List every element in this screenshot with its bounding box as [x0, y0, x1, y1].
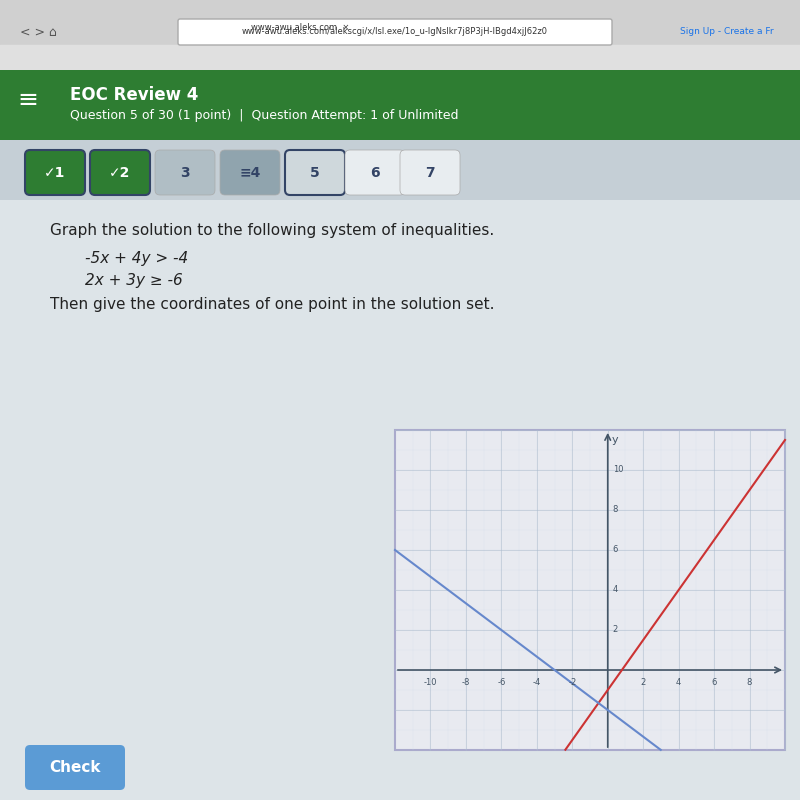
Text: Sign Up - Create a Fr: Sign Up - Create a Fr	[680, 27, 774, 37]
Text: -2: -2	[568, 678, 576, 687]
Text: 6: 6	[613, 546, 618, 554]
FancyBboxPatch shape	[285, 150, 345, 195]
Text: ≡: ≡	[18, 88, 38, 112]
Text: EOC Review 4: EOC Review 4	[70, 86, 198, 104]
Text: 8: 8	[747, 678, 752, 687]
Text: -5x + 4y > -4: -5x + 4y > -4	[85, 250, 188, 266]
FancyBboxPatch shape	[0, 0, 800, 70]
FancyBboxPatch shape	[178, 19, 612, 45]
Text: 3: 3	[180, 166, 190, 180]
FancyBboxPatch shape	[220, 150, 280, 195]
FancyBboxPatch shape	[90, 150, 150, 195]
Text: ✓1: ✓1	[44, 166, 66, 180]
FancyBboxPatch shape	[25, 745, 125, 790]
Text: ✓2: ✓2	[110, 166, 130, 180]
Text: 2: 2	[641, 678, 646, 687]
Text: 8: 8	[613, 506, 618, 514]
Text: 2x + 3y ≥ -6: 2x + 3y ≥ -6	[85, 273, 182, 287]
FancyBboxPatch shape	[345, 150, 405, 195]
FancyBboxPatch shape	[25, 150, 85, 195]
Text: 5: 5	[310, 166, 320, 180]
Text: 2: 2	[613, 626, 618, 634]
Text: -8: -8	[462, 678, 470, 687]
Text: 6: 6	[711, 678, 717, 687]
Text: y: y	[612, 435, 618, 445]
Text: Then give the coordinates of one point in the solution set.: Then give the coordinates of one point i…	[50, 297, 494, 311]
Text: < > ⌂: < > ⌂	[20, 26, 57, 39]
Text: -4: -4	[533, 678, 541, 687]
Text: 7: 7	[425, 166, 435, 180]
FancyBboxPatch shape	[155, 150, 215, 195]
FancyBboxPatch shape	[0, 140, 800, 200]
Text: Graph the solution to the following system of inequalities.: Graph the solution to the following syst…	[50, 222, 494, 238]
Text: 4: 4	[613, 586, 618, 594]
FancyBboxPatch shape	[400, 150, 460, 195]
Text: 10: 10	[613, 466, 623, 474]
Text: -10: -10	[424, 678, 438, 687]
Text: www-awu.aleks.com  ×: www-awu.aleks.com ×	[251, 22, 349, 31]
FancyBboxPatch shape	[0, 70, 800, 170]
Text: -6: -6	[497, 678, 506, 687]
Text: ≡4: ≡4	[239, 166, 261, 180]
Text: Check: Check	[50, 761, 101, 775]
FancyBboxPatch shape	[0, 200, 800, 800]
Text: 4: 4	[676, 678, 682, 687]
Text: Question 5 of 30 (1 point)  |  Question Attempt: 1 of Unlimited: Question 5 of 30 (1 point) | Question At…	[70, 109, 458, 122]
Text: www-awu.aleks.com/alekscgi/x/lsl.exe/1o_u-lgNslkr7j8P3jH-IBgd4xjJ62z0: www-awu.aleks.com/alekscgi/x/lsl.exe/1o_…	[242, 27, 548, 37]
Text: 6: 6	[370, 166, 380, 180]
FancyBboxPatch shape	[395, 430, 785, 750]
